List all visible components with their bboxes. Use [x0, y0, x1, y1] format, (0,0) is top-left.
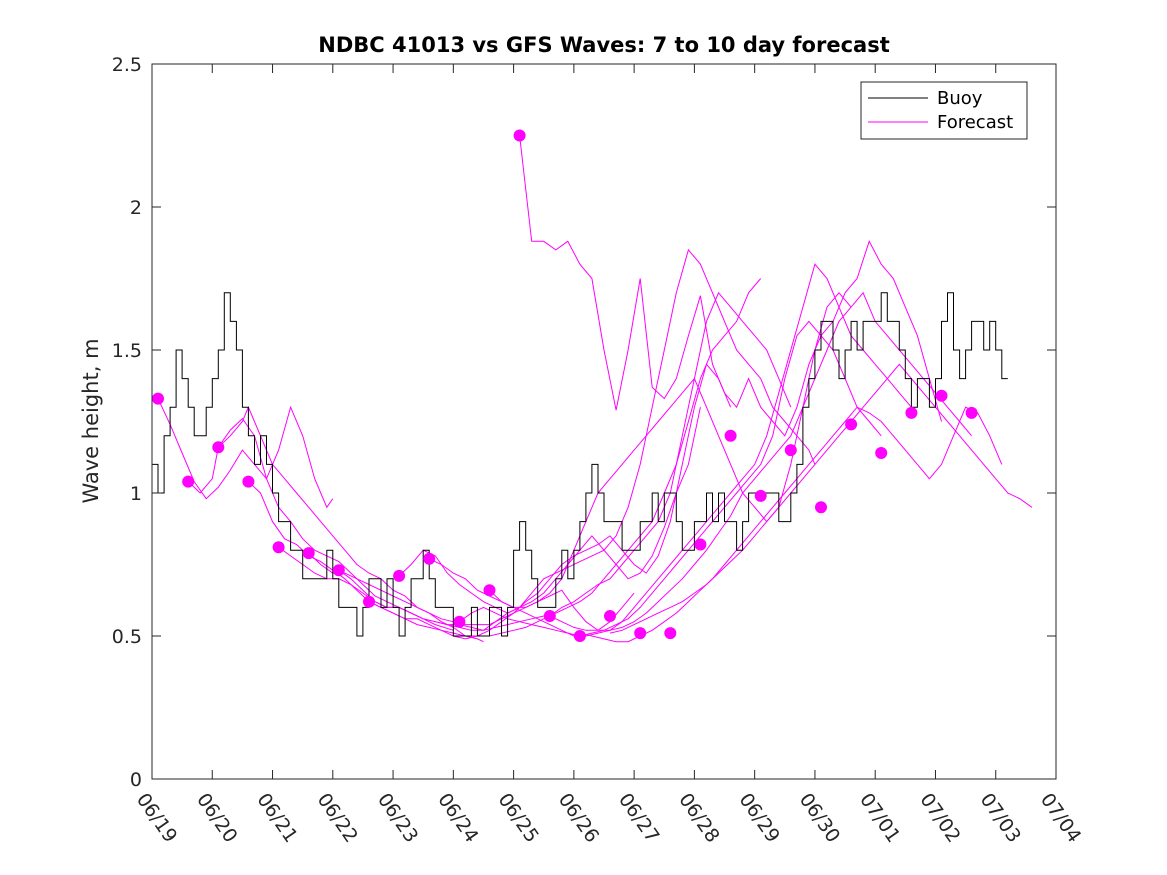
forecast-marker [634, 627, 647, 640]
plot-area [151, 63, 1057, 780]
y-tick-label: 0.5 [112, 626, 142, 648]
forecast-line-10 [428, 292, 852, 608]
forecast-markers [152, 129, 978, 642]
forecast-marker [784, 444, 797, 457]
forecast-marker [754, 489, 767, 502]
forecast-marker [573, 630, 586, 642]
forecast-marker [694, 538, 707, 551]
forecast-marker [363, 595, 375, 608]
forecast-marker [815, 501, 827, 514]
legend-box [860, 81, 1028, 140]
forecast-line-13 [519, 135, 942, 437]
forecast-marker [453, 615, 466, 628]
forecast-marker [965, 406, 978, 419]
forecast-line-1 [157, 398, 334, 509]
forecast-line-9 [398, 248, 816, 614]
forecast-lines [157, 135, 1033, 643]
y-tick-label: 1 [130, 483, 142, 505]
forecast-marker [423, 552, 436, 565]
forecast-marker [513, 129, 526, 142]
y-tick-label: 2.5 [112, 54, 142, 76]
y-tick-label: 1.5 [112, 340, 142, 362]
forecast-marker [905, 406, 918, 419]
forecast-marker [845, 418, 858, 431]
forecast-marker [242, 475, 255, 488]
forecast-marker [212, 441, 225, 454]
y-axis-label: Wave height, m [79, 338, 103, 503]
legend-forecast-label: Forecast [937, 112, 1013, 133]
forecast-marker [483, 584, 496, 597]
axes-background [152, 64, 1056, 779]
buoy-series [152, 292, 1008, 637]
legend-buoy-label: Buoy [937, 88, 983, 109]
chart-title: NDBC 41013 vs GFS Waves: 7 to 10 day for… [318, 33, 889, 57]
buoy-line [152, 292, 1008, 637]
forecast-marker [604, 610, 616, 622]
forecast-marker [393, 569, 406, 582]
forecast-marker [664, 627, 677, 640]
forecast-marker [302, 547, 315, 560]
y-tick-label: 2 [130, 197, 142, 219]
forecast-marker [543, 610, 556, 622]
forecast-marker [182, 475, 195, 488]
forecast-marker [724, 429, 737, 442]
forecast-line-15 [579, 406, 1003, 643]
forecast-line-12 [489, 263, 912, 637]
forecast-marker [875, 447, 888, 459]
forecast-line-8 [368, 291, 792, 637]
forecast-marker [152, 392, 164, 405]
forecast-line-16 [609, 363, 1033, 634]
axes-box [151, 63, 1057, 780]
legend: Buoy Forecast [860, 81, 1028, 140]
forecast-line-11 [459, 320, 882, 637]
forecast-line-3 [217, 405, 484, 643]
y-tick-label: 0 [130, 769, 142, 791]
forecast-marker [935, 389, 948, 402]
forecast-marker [332, 564, 345, 577]
forecast-marker [272, 541, 285, 554]
forecast-line-14 [549, 291, 972, 631]
y-axis: 0 0.5 1 1.5 2 2.5 [112, 54, 1056, 791]
